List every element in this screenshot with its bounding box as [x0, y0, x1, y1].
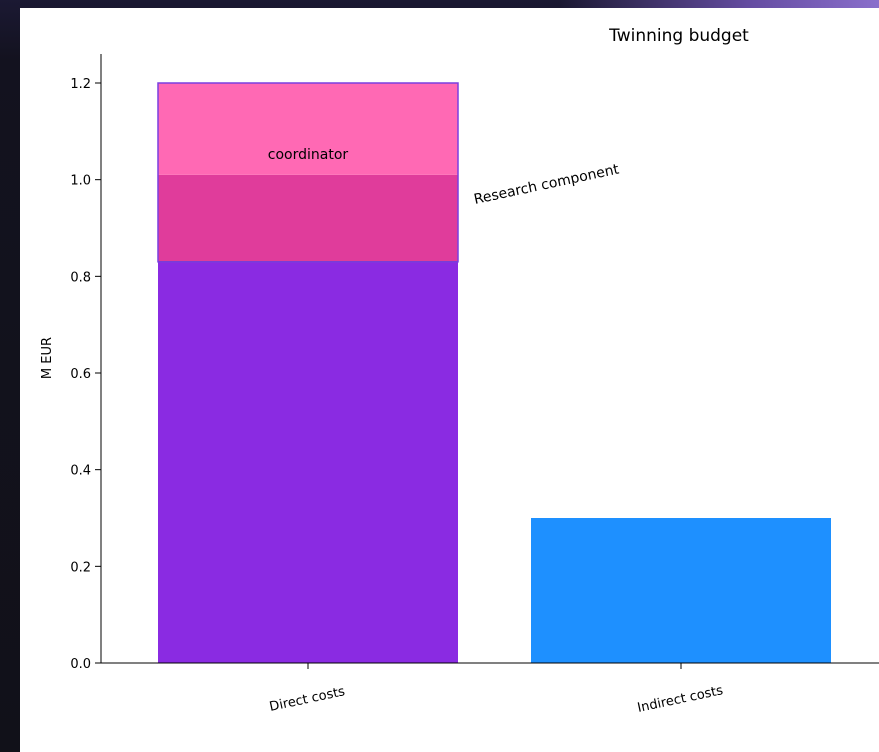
- y-axis-label: M EUR: [40, 337, 55, 379]
- annotation-research-component: Research component: [473, 161, 621, 208]
- y-axis-ticks: 0.0 0.2 0.4 0.6 0.8 1.0 1.2: [70, 77, 101, 672]
- bar-segment-0-0: [158, 261, 458, 663]
- bars-layer: [157, 82, 831, 663]
- y-tick-label: 1.2: [70, 77, 91, 92]
- bar-segment-0-1: [158, 174, 458, 262]
- stacked-section-outline: [157, 82, 459, 263]
- y-tick-label: 0.0: [70, 657, 91, 672]
- bar-chart: Twinning budget 0.0 0.2 0.4 0.6 0.8 1.0 1.2 Di…: [40, 26, 879, 716]
- y-tick-label: 0.2: [70, 560, 91, 575]
- y-tick-label: 0.6: [70, 367, 91, 382]
- chart-panel: Twinning budget 0.0 0.2 0.4 0.6 0.8 1.0 1.2 Di…: [20, 8, 879, 752]
- y-tick-label: 0.8: [70, 270, 91, 285]
- bar-segment-0-2: [158, 83, 458, 175]
- chart-title: Twinning budget: [608, 26, 749, 46]
- x-tick-label: Direct costs: [268, 684, 346, 715]
- background-gradient-band: [560, 0, 879, 8]
- y-tick-label: 1.0: [70, 174, 91, 189]
- x-axis-ticks: Direct costs Indirect costs: [268, 663, 725, 716]
- y-tick-label: 0.4: [70, 464, 91, 479]
- annotation-coordinator: coordinator: [268, 147, 349, 163]
- x-tick-label: Indirect costs: [636, 683, 725, 716]
- bar-segment-1-0: [531, 518, 831, 663]
